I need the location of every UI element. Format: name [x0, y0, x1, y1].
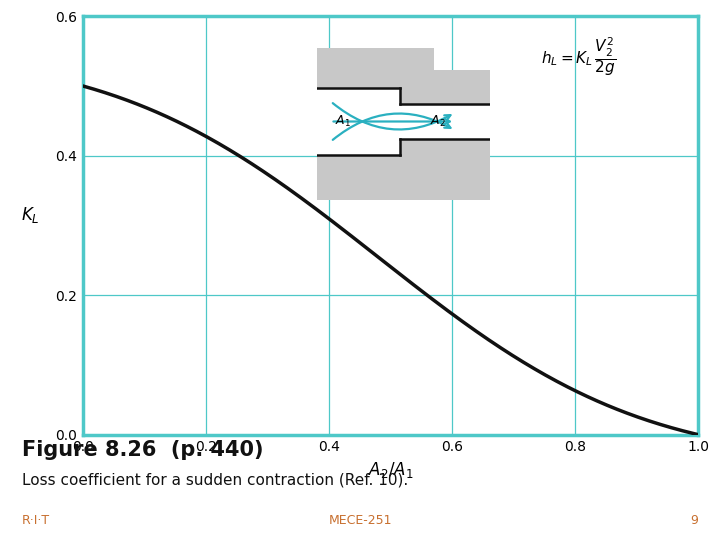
Text: $A_2$: $A_2$ — [430, 114, 446, 129]
Bar — [317, 155, 400, 200]
Text: Figure 8.26  (p. 440): Figure 8.26 (p. 440) — [22, 440, 263, 460]
Y-axis label: $K_L$: $K_L$ — [21, 205, 40, 226]
Text: $A_1$: $A_1$ — [335, 114, 351, 129]
Bar — [317, 48, 400, 88]
X-axis label: $A_2/A_1$: $A_2/A_1$ — [368, 460, 413, 480]
Text: 9: 9 — [690, 514, 698, 527]
Bar — [400, 104, 490, 139]
Text: $h_L = K_L\,\dfrac{V_2^2}{2g}$: $h_L = K_L\,\dfrac{V_2^2}{2g}$ — [541, 35, 616, 78]
Text: MECE-251: MECE-251 — [328, 514, 392, 527]
Text: Loss coefficient for a sudden contraction (Ref. 10).: Loss coefficient for a sudden contractio… — [22, 472, 408, 488]
Bar — [400, 48, 434, 88]
Bar — [317, 88, 400, 155]
Bar — [400, 70, 490, 104]
Bar — [400, 155, 434, 200]
Text: R·I·T: R·I·T — [22, 514, 50, 527]
Bar — [400, 139, 490, 200]
